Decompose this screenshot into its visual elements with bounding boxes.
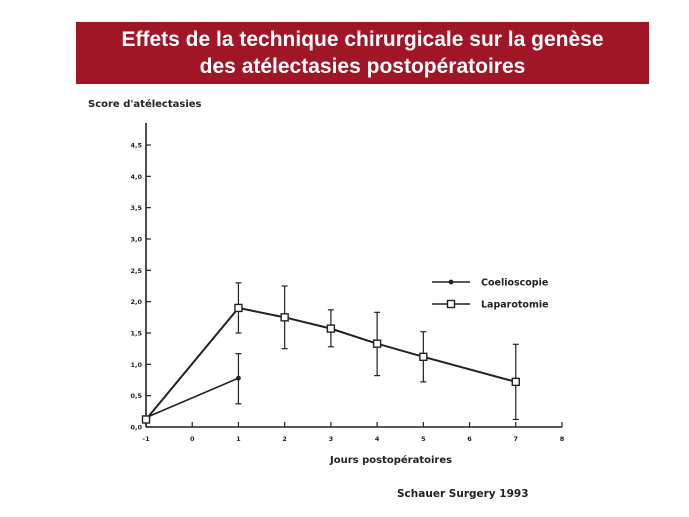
x-tick-label: 6: [467, 435, 472, 443]
x-tick-label: -1: [142, 435, 150, 443]
y-tick-label: 2,5: [130, 267, 142, 275]
series-line-coelioscopie: [145, 377, 239, 419]
axes: 0,0 0,5 1,0 1,5 2,0 2,5 3,0 3,5 4,0 4,5 -1 0 1 2 3 4 5 6 7…: [130, 123, 565, 443]
data-point: [326, 324, 336, 333]
title-banner: Effets de la technique chirurgicale sur …: [76, 22, 649, 84]
y-tick-label: 0,0: [130, 424, 142, 432]
x-axis-label: Jours postopératoires: [329, 454, 452, 466]
y-tick-label: 2,0: [130, 298, 142, 306]
y-axis-label: Score d'atélectasies: [88, 98, 202, 110]
data-point: [419, 352, 428, 362]
y-tick-label: 3,5: [130, 204, 142, 212]
x-tick-label: 7: [514, 435, 519, 443]
y-tick-label: 3,0: [130, 236, 142, 244]
y-tick-label: 4,0: [130, 173, 142, 181]
legend-marker-coelioscopie: [448, 279, 454, 285]
y-tick-label: 0,5: [130, 392, 142, 400]
x-tick-label: 8: [560, 435, 565, 443]
x-tick-label: 2: [282, 435, 287, 443]
data-point: [234, 303, 243, 313]
data-point: [372, 339, 382, 348]
title-line-1: Effets de la technique chirurgicale sur …: [121, 28, 604, 51]
x-tick-label: 4: [375, 435, 380, 443]
source-caption: Schauer Surgery 1993: [397, 488, 529, 500]
series-laparotomie: [141, 282, 520, 424]
title-line-2: des atélectasies postopératoires: [199, 55, 526, 78]
series-layer: [141, 282, 520, 424]
y-tick-label: 1,0: [130, 361, 142, 369]
x-tick-label: 1: [236, 435, 241, 443]
data-point: [511, 377, 520, 387]
legend-marker-laparotomie: [446, 299, 456, 309]
legend-label-laparotomie: Laparotomie: [481, 300, 549, 311]
legend-label-coelioscopie: Coelioscopie: [481, 278, 548, 289]
x-tick-label: 0: [190, 435, 195, 443]
x-tick-label: 3: [329, 435, 334, 443]
legend: Coelioscopie Laparotomie: [432, 278, 549, 311]
y-tick-label: 1,5: [130, 330, 142, 338]
x-tick-label: 5: [421, 435, 426, 443]
data-point: [236, 375, 241, 381]
data-point: [141, 415, 151, 424]
data-point: [280, 313, 289, 322]
y-tick-label: 4,5: [130, 142, 142, 150]
